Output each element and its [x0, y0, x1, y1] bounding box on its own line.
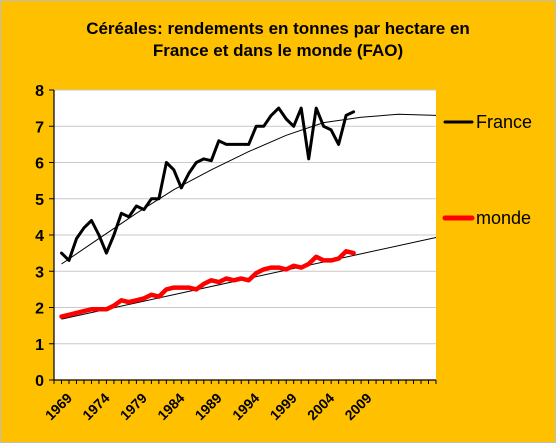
y-tick-label: 5: [35, 192, 44, 209]
y-tick-label: 4: [35, 228, 44, 245]
legend: France monde: [442, 112, 532, 228]
series-lines: [59, 106, 356, 319]
series-line-france: [60, 106, 356, 262]
legend-label-france: France: [476, 112, 532, 132]
y-tick-label: 3: [35, 264, 44, 281]
y-tick-label: 2: [35, 301, 44, 318]
gridlines: [54, 89, 436, 345]
trendline-france: [61, 113, 437, 265]
chart-title-line-2: France et dans le monde (FAO): [153, 41, 403, 60]
y-tick-label: 8: [35, 83, 44, 100]
y-tick-label: 0: [35, 373, 44, 390]
y-tick-label: 6: [35, 156, 44, 173]
y-tick-label: 7: [35, 119, 44, 136]
chart-title-line-1: Céréales: rendements en tonnes par hecta…: [86, 19, 470, 38]
y-tick-label: 1: [35, 337, 44, 354]
legend-label-monde: monde: [476, 208, 531, 228]
series-line-monde: [59, 249, 356, 319]
